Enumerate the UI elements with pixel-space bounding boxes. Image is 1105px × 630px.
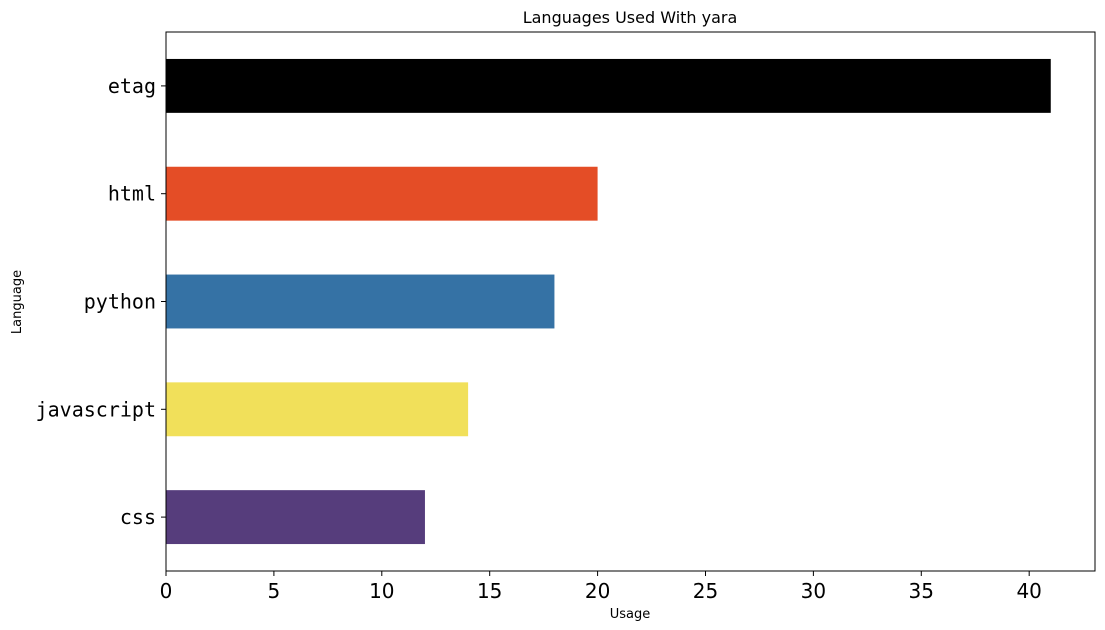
y-tick-label: python: [84, 290, 156, 314]
x-tick-label: 0: [160, 579, 173, 603]
x-axis-label: Usage: [610, 607, 651, 622]
x-tick-label: 35: [909, 579, 934, 603]
plot-area-frame: [165, 31, 1096, 572]
x-tick-label: 40: [1016, 579, 1041, 603]
bar-html: [166, 166, 598, 221]
x-tick-label: 5: [268, 579, 281, 603]
y-axis-label: Language: [10, 270, 25, 334]
y-tick-label: etag: [108, 74, 156, 98]
chart-title: Languages Used With yara: [523, 8, 738, 27]
x-tick-label: 10: [369, 579, 394, 603]
y-tick-label: html: [108, 182, 156, 206]
bar-etag: [166, 58, 1051, 113]
x-tick-label: 15: [477, 579, 502, 603]
x-tick-label: 30: [801, 579, 826, 603]
x-tick-label: 20: [585, 579, 610, 603]
y-tick-label: css: [120, 505, 156, 529]
y-axis-ticks: etag html python javascript css: [36, 74, 166, 529]
bar-css: [166, 490, 425, 545]
bar-javascript: [166, 382, 469, 437]
x-tick-label: 25: [693, 579, 718, 603]
bars: [166, 58, 1051, 545]
y-tick-label: javascript: [36, 397, 156, 421]
bar-python: [166, 274, 555, 329]
x-axis-ticks: 0 5 10 15 20 25 30 35 40: [160, 571, 1042, 603]
